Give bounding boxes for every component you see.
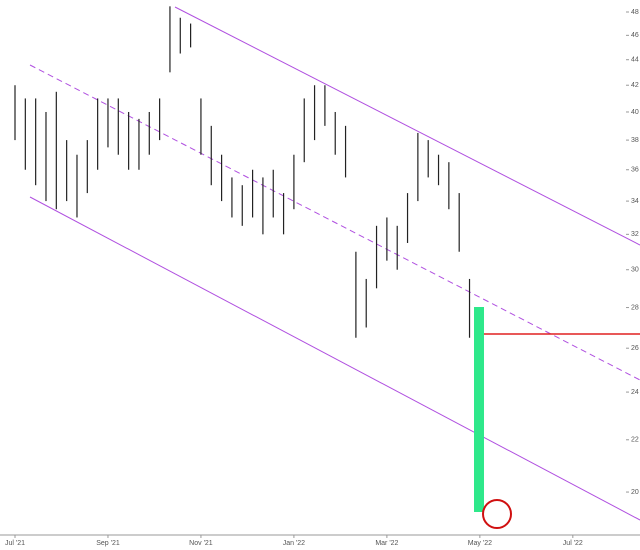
- target-circle: [482, 499, 512, 529]
- y-tick-label: 20: [631, 489, 639, 496]
- y-tick-label: 40: [631, 109, 639, 116]
- y-tick-label: 44: [631, 57, 639, 64]
- x-tick-label: Jan '22: [283, 540, 305, 547]
- y-tick-label: 24: [631, 389, 639, 396]
- y-tick-label: 28: [631, 304, 639, 311]
- x-tick-label: Jul '21: [5, 540, 25, 547]
- channel-upper: [174, 6, 640, 246]
- y-tick-label: 38: [631, 137, 639, 144]
- y-tick-label: 22: [631, 437, 639, 444]
- channel-middle: [29, 64, 640, 381]
- y-tick-label: 32: [631, 231, 639, 238]
- y-tick-label: 26: [631, 345, 639, 352]
- projection-bar: [474, 307, 484, 512]
- y-tick-label: 42: [631, 82, 639, 89]
- x-tick-label: Mar '22: [375, 540, 398, 547]
- y-tick-label: 36: [631, 167, 639, 174]
- x-tick-label: May '22: [468, 540, 492, 547]
- y-tick-label: 30: [631, 267, 639, 274]
- x-tick-label: Nov '21: [189, 540, 213, 547]
- y-tick-label: 34: [631, 198, 639, 205]
- x-tick-label: Sep '21: [96, 540, 120, 547]
- x-tick-label: Jul '22: [563, 540, 583, 547]
- y-tick-label: 48: [631, 9, 639, 16]
- channel-lower: [29, 196, 640, 521]
- y-tick-label: 46: [631, 32, 639, 39]
